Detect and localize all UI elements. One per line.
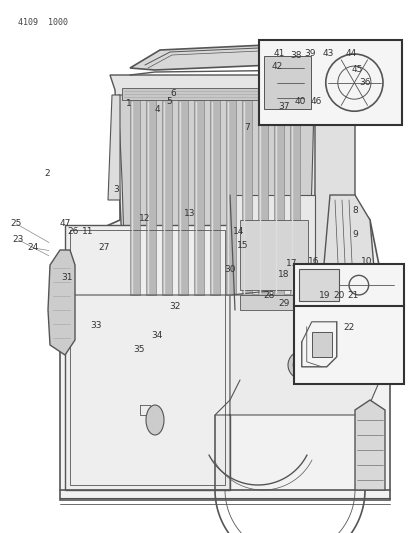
Text: 4: 4	[154, 105, 160, 114]
Text: 37: 37	[278, 102, 289, 111]
Bar	[294, 304, 404, 384]
Polygon shape	[290, 100, 300, 295]
Text: 15: 15	[237, 241, 248, 249]
Polygon shape	[162, 100, 172, 295]
Text: 29: 29	[278, 300, 289, 308]
Polygon shape	[108, 95, 120, 200]
Text: 46: 46	[310, 97, 322, 106]
Polygon shape	[215, 280, 385, 490]
Polygon shape	[264, 56, 310, 109]
Polygon shape	[242, 100, 252, 295]
Text: 12: 12	[139, 214, 151, 223]
Text: 43: 43	[323, 49, 334, 58]
Text: 44: 44	[345, 49, 357, 58]
Text: 25: 25	[11, 220, 22, 228]
Text: 24: 24	[27, 244, 38, 252]
Polygon shape	[226, 100, 236, 295]
Text: 22: 22	[343, 324, 355, 332]
Ellipse shape	[146, 405, 164, 435]
Text: 9: 9	[352, 230, 358, 239]
Polygon shape	[178, 100, 188, 295]
Text: 27: 27	[98, 244, 110, 252]
Text: 5: 5	[166, 97, 172, 106]
Polygon shape	[258, 100, 268, 295]
Bar	[294, 264, 404, 306]
Polygon shape	[274, 100, 284, 295]
Text: 40: 40	[294, 97, 306, 106]
Polygon shape	[315, 70, 355, 320]
Text: 16: 16	[308, 257, 320, 265]
Polygon shape	[130, 42, 390, 75]
Polygon shape	[240, 295, 308, 310]
Text: 8: 8	[352, 206, 358, 215]
Text: 47: 47	[60, 220, 71, 228]
Polygon shape	[210, 100, 220, 295]
Polygon shape	[65, 225, 230, 490]
Polygon shape	[110, 75, 320, 310]
Text: 36: 36	[359, 78, 371, 87]
Text: 33: 33	[90, 321, 102, 329]
Polygon shape	[355, 400, 385, 490]
Polygon shape	[130, 100, 140, 295]
Text: 20: 20	[333, 292, 344, 300]
Text: 1: 1	[126, 100, 131, 108]
Text: 42: 42	[272, 62, 283, 71]
Polygon shape	[299, 269, 339, 302]
Polygon shape	[118, 95, 314, 305]
Text: 6: 6	[171, 89, 176, 98]
Text: 13: 13	[184, 209, 195, 217]
Text: 38: 38	[290, 52, 302, 60]
Bar	[259, 40, 402, 125]
Text: 23: 23	[13, 236, 24, 244]
Polygon shape	[48, 250, 75, 355]
Text: 35: 35	[133, 345, 144, 353]
Text: 34: 34	[151, 332, 163, 340]
Polygon shape	[194, 100, 204, 295]
Text: 18: 18	[278, 270, 289, 279]
Text: 11: 11	[82, 228, 93, 236]
Text: 17: 17	[286, 260, 297, 268]
Text: 26: 26	[68, 228, 79, 236]
Text: 39: 39	[304, 49, 316, 58]
Text: 2: 2	[44, 169, 50, 177]
Text: 4109  1000: 4109 1000	[18, 18, 68, 27]
Text: 3: 3	[113, 185, 119, 193]
Polygon shape	[60, 195, 390, 500]
Circle shape	[288, 351, 316, 379]
Text: 19: 19	[319, 292, 330, 300]
Text: 10: 10	[361, 257, 373, 265]
Text: 14: 14	[233, 228, 244, 236]
Text: 21: 21	[347, 292, 359, 300]
Polygon shape	[240, 220, 308, 290]
Polygon shape	[312, 332, 332, 357]
Polygon shape	[320, 195, 375, 310]
Text: 32: 32	[170, 302, 181, 311]
Polygon shape	[122, 88, 312, 100]
Text: 30: 30	[225, 265, 236, 273]
Text: 31: 31	[62, 273, 73, 281]
Text: 28: 28	[264, 292, 275, 300]
Text: 45: 45	[351, 65, 363, 74]
Text: 41: 41	[274, 49, 285, 58]
Text: 7: 7	[244, 124, 250, 132]
Polygon shape	[235, 195, 315, 310]
Polygon shape	[146, 100, 156, 295]
